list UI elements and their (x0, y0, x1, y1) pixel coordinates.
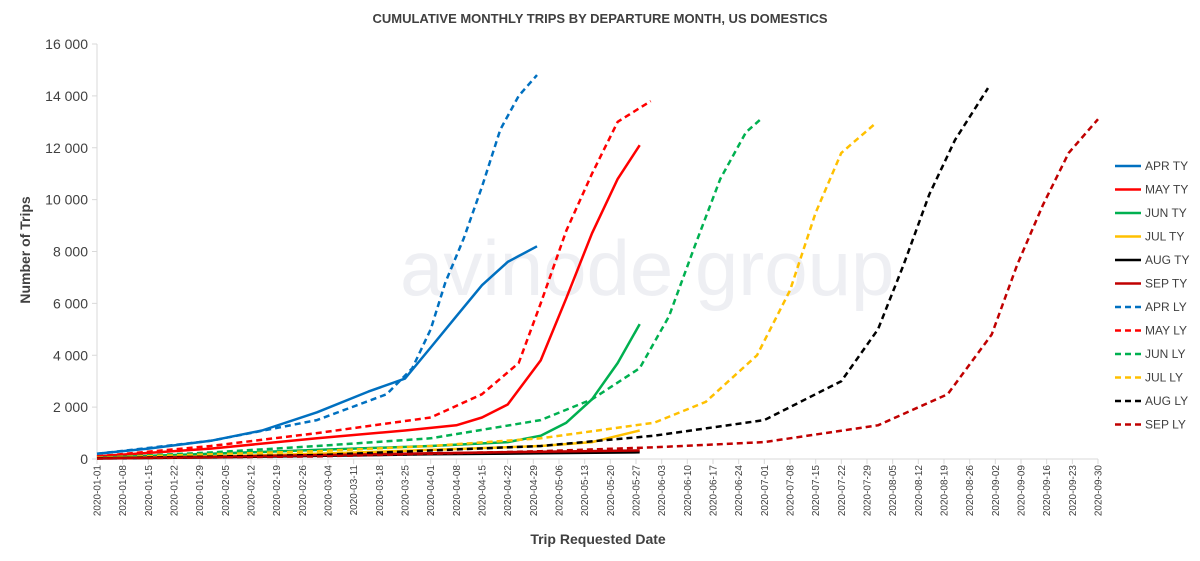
legend-label: SEP LY (1145, 418, 1186, 432)
y-tick-label: 6 000 (53, 295, 88, 311)
x-tick-label: 2020-03-25 (401, 465, 412, 517)
legend-label: APR TY (1145, 159, 1188, 173)
legend-label: APR LY (1145, 300, 1187, 314)
x-tick-label: 2020-09-16 (1042, 465, 1053, 517)
x-tick-label: 2020-06-03 (657, 465, 668, 517)
series-line-jun-ty (96, 323, 641, 459)
x-tick-label: 2020-05-20 (606, 465, 617, 517)
x-tick-label: 2020-05-13 (580, 465, 591, 517)
x-tick-label: 2020-09-09 (1017, 465, 1028, 517)
watermark: avinode group (400, 224, 894, 312)
x-tick-label: 2020-04-29 (529, 465, 540, 517)
x-tick-label: 2020-05-27 (632, 465, 643, 517)
x-tick-label: 2020-05-06 (555, 465, 566, 517)
series-line-apr-ly (96, 74, 538, 456)
y-tick-label: 4 000 (53, 347, 88, 363)
x-tick-label: 2020-08-26 (965, 465, 976, 517)
y-axis-label: Number of Trips (17, 196, 33, 304)
y-tick-label: 0 (80, 451, 88, 467)
x-tick-label: 2020-04-08 (452, 465, 463, 517)
x-ticks: 2020-01-01 2020-01-08 2020-01-15 2020-01-22… (93, 459, 1105, 516)
y-tick-label: 12 000 (45, 140, 88, 156)
y-tick-label: 14 000 (45, 88, 88, 104)
x-tick-label: 2020-02-05 (221, 465, 232, 517)
x-tick-label: 2020-06-17 (709, 465, 720, 517)
x-tick-label: 2020-07-29 (863, 465, 874, 517)
x-tick-label: 2020-03-11 (349, 465, 360, 516)
x-tick-label: 2020-03-18 (375, 465, 386, 517)
legend: APR TY MAY TY JUN TY JUL TY AUG TY SEP TY APR … (1115, 159, 1189, 432)
x-tick-label: 2020-02-19 (272, 465, 283, 517)
x-tick-label: 2020-09-30 (1094, 465, 1105, 517)
x-tick-label: 2020-07-08 (786, 465, 797, 517)
x-tick-label: 2020-07-22 (837, 465, 848, 517)
legend-label: JUL TY (1145, 230, 1184, 244)
series-line-jun-ly (96, 118, 762, 459)
x-tick-label: 2020-08-19 (940, 465, 951, 517)
y-tick-label: 2 000 (53, 399, 88, 415)
x-tick-label: 2020-04-22 (503, 465, 514, 517)
series-line-jul-ly (96, 123, 876, 459)
legend-label: MAY TY (1145, 183, 1188, 197)
x-tick-label: 2020-06-24 (734, 465, 745, 517)
y-ticks: 0 2 000 4 000 6 000 8 000 10 000 12 000 14 000 1… (45, 36, 97, 467)
x-tick-label: 2020-07-01 (760, 465, 771, 517)
series-line-may-ly (96, 100, 652, 458)
x-tick-label: 2020-03-04 (324, 465, 335, 517)
x-tick-label: 2020-09-02 (991, 465, 1002, 517)
x-tick-label: 2020-01-15 (144, 465, 155, 517)
y-tick-label: 10 000 (45, 192, 88, 208)
legend-label: JUN TY (1145, 206, 1187, 220)
x-tick-label: 2020-09-23 (1068, 465, 1079, 517)
plot-area (96, 74, 1099, 460)
x-tick-label: 2020-01-29 (195, 465, 206, 517)
x-tick-label: 2020-01-01 (93, 465, 104, 517)
x-tick-label: 2020-06-10 (683, 465, 694, 517)
y-tick-label: 8 000 (53, 244, 88, 260)
legend-label: MAY LY (1145, 324, 1187, 338)
series-line-may-ty (96, 144, 641, 458)
x-tick-label: 2020-04-01 (426, 465, 437, 517)
legend-label: SEP TY (1145, 277, 1187, 291)
x-axis-label: Trip Requested Date (530, 531, 666, 547)
x-tick-label: 2020-01-22 (170, 465, 181, 517)
series-line-aug-ly (96, 87, 990, 460)
legend-label: JUN LY (1145, 347, 1185, 361)
x-tick-label: 2020-08-05 (888, 465, 899, 517)
chart-title: CUMULATIVE MONTHLY TRIPS BY DEPARTURE MO… (372, 11, 827, 26)
series-line-sep-ly (96, 118, 1099, 460)
x-tick-label: 2020-01-08 (118, 465, 129, 517)
legend-label: AUG TY (1145, 253, 1189, 267)
legend-label: AUG LY (1145, 394, 1188, 408)
x-tick-label: 2020-02-26 (298, 465, 309, 517)
x-tick-label: 2020-08-12 (914, 465, 925, 517)
x-tick-label: 2020-04-15 (478, 465, 489, 517)
legend-label: JUL LY (1145, 371, 1183, 385)
y-tick-label: 16 000 (45, 36, 88, 52)
x-tick-label: 2020-07-15 (811, 465, 822, 517)
x-tick-label: 2020-02-12 (247, 465, 258, 517)
